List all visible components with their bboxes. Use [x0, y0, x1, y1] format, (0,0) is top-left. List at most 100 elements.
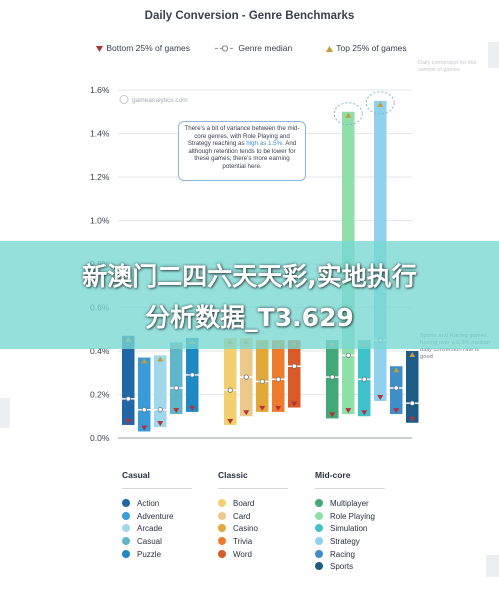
median-marker: [275, 376, 281, 382]
median-marker: [173, 385, 179, 391]
genre-label: Casual: [137, 537, 162, 547]
genre-label: Adventure: [137, 511, 174, 521]
bar-range: [122, 335, 135, 425]
legend-median: Genre median: [214, 43, 292, 53]
genre-label: Sports: [330, 562, 354, 572]
bar-range: [272, 340, 285, 412]
callout-text-post: And although retention tends to be lower…: [188, 140, 297, 170]
bottom-quartile-marker: [189, 405, 196, 411]
watermark-note: Daily conversion for this sample of game…: [418, 60, 477, 73]
genre-label: Racing: [330, 549, 355, 559]
bar-racing: [390, 366, 403, 415]
group-midcore: Mid-core Multiplayer Role Playing Simulatio…: [315, 470, 385, 574]
highlight-rings: [333, 91, 395, 126]
highlight-ring: [333, 102, 363, 126]
overlay-banner: 新澳门二四六天天彩,实地执行 分析数据_T3.629: [0, 241, 499, 349]
color-dot-icon: [122, 524, 130, 533]
bottom-quartile-marker: [275, 405, 282, 411]
top-quartile-marker: [377, 101, 384, 107]
genre-label: Simulation: [330, 524, 368, 534]
genre-legend-item: Puzzle: [122, 549, 192, 562]
group-title: Mid-core: [315, 470, 351, 480]
up-triangle-icon: [326, 46, 333, 53]
genre-legend-item: Simulation: [315, 523, 385, 536]
callout-highlight: high as 1.5%.: [246, 140, 284, 148]
genre-legend-item: Casual: [122, 536, 192, 549]
group-casual: Casual Action Adventure Arcade Casual Puzzle: [122, 470, 192, 561]
bar-range: [288, 340, 301, 408]
decor-block: [488, 42, 499, 68]
median-marker: [125, 396, 131, 402]
y-tick-label: 1.0%: [90, 216, 110, 226]
bar-adventure: [138, 357, 151, 432]
bar-simulation: [358, 340, 371, 417]
median-line-icon: [215, 45, 235, 52]
y-tick-label: 0.0%: [90, 433, 110, 443]
highlight-ring: [365, 91, 395, 115]
bottom-quartile-marker: [361, 410, 368, 416]
y-tick-label: 0.4%: [90, 346, 110, 356]
genre-legend-item: Card: [218, 511, 288, 524]
color-dot-icon: [122, 536, 130, 545]
color-dot-icon: [218, 498, 226, 507]
y-tick-label: 0.2%: [90, 390, 110, 400]
bar-casual: [170, 342, 183, 415]
bar-range: [256, 340, 269, 412]
genre-legend-item: Word: [218, 549, 288, 562]
top-quartile-marker: [141, 358, 148, 364]
top-quartile-marker: [345, 112, 352, 118]
legend-bottom: Bottom 25% of games: [95, 43, 190, 53]
annotation-callout: There's a bit of variance between the mi…: [178, 121, 306, 181]
bar-card: [240, 337, 253, 417]
genre-legend-item: Casino: [218, 523, 288, 536]
color-dot-icon: [315, 562, 323, 571]
y-tick-label: 1.2%: [90, 172, 110, 182]
bar-casino: [256, 340, 269, 412]
bottom-quartile-marker: [173, 408, 180, 414]
bar-trivia: [272, 340, 285, 412]
legend-median-label: Genre median: [238, 43, 293, 53]
median-marker: [227, 387, 233, 393]
chart-legend: Bottom 25% of games Genre median Top 25%…: [0, 43, 499, 57]
bottom-quartile-marker: [227, 418, 234, 424]
bar-arcade: [154, 355, 167, 428]
legend-top-label: Top 25% of games: [336, 43, 407, 53]
decor-block: [486, 555, 499, 577]
genre-label: Card: [233, 511, 251, 521]
genre-legend-item: Racing: [315, 549, 385, 562]
genre-label: Role Playing: [330, 511, 375, 521]
banner-line-2: 分析数据_T3.629: [145, 303, 354, 332]
median-marker: [409, 400, 415, 406]
bar-range: [170, 342, 183, 415]
bottom-quartile-marker: [259, 405, 266, 411]
genre-label: Casino: [233, 524, 258, 534]
top-quartile-marker: [409, 352, 416, 357]
median-marker: [259, 378, 265, 385]
genre-legend-item: Action: [122, 498, 192, 511]
color-dot-icon: [218, 536, 226, 545]
bar-multiplayer: [326, 340, 339, 419]
bottom-quartile-marker: [345, 408, 352, 414]
genre-label: Puzzle: [137, 549, 162, 559]
banner-line-1: 新澳门二四六天天彩,实地执行: [82, 262, 417, 291]
bottom-quartile-marker: [377, 395, 384, 401]
bar-action: [122, 335, 135, 425]
genre-legend-item: Role Playing: [315, 511, 385, 524]
chart-title: Daily Conversion - Genre Benchmarks: [144, 10, 355, 22]
color-dot-icon: [315, 536, 323, 545]
color-dot-icon: [218, 511, 226, 520]
group-classic: Classic Board Card Casino Trivia Word: [218, 470, 288, 561]
genre-label: Arcade: [137, 524, 163, 534]
genre-label: Word: [233, 549, 252, 559]
bottom-quartile-marker: [291, 401, 298, 407]
bar-range: [138, 357, 151, 432]
color-dot-icon: [122, 498, 130, 507]
source-logo-icon: [119, 95, 129, 104]
bar-board: [224, 337, 237, 425]
color-dot-icon: [218, 524, 226, 533]
source-text: gameanalytics.com: [132, 97, 188, 104]
median-marker: [393, 385, 399, 391]
genre-legend-item: Trivia: [218, 536, 288, 549]
genre-legend-item: Arcade: [122, 523, 192, 536]
median-marker: [243, 374, 249, 380]
